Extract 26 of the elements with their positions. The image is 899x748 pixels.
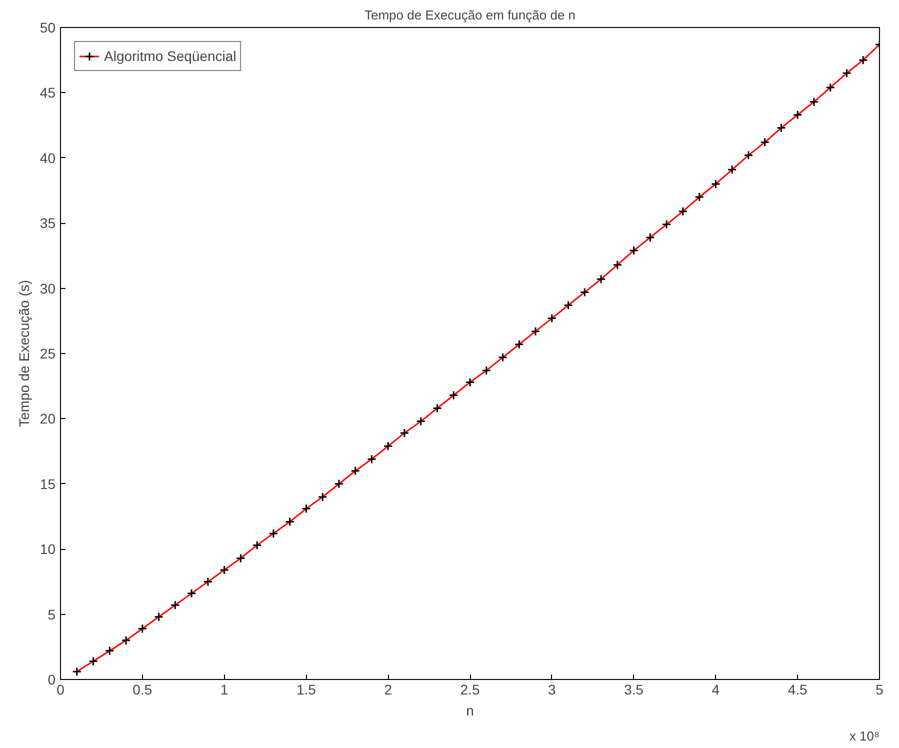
- y-tick-label: 10: [40, 541, 56, 558]
- x-tick-label: 2: [384, 682, 392, 698]
- x-tick-label: 4.5: [788, 682, 808, 698]
- x-tick-label: 2.5: [460, 682, 480, 698]
- y-tick-label: 30: [40, 280, 56, 296]
- y-tick-label: 45: [40, 84, 56, 101]
- legend-label: Algoritmo Seqüencial: [104, 48, 236, 64]
- chart-title: Tempo de Execução em função de n: [364, 8, 576, 22]
- x-axis-title: n: [466, 702, 474, 718]
- x-tick-label: 3.5: [624, 682, 644, 698]
- x-tick-label: 3: [548, 682, 556, 698]
- y-axis-title: Tempo de Execução (s): [16, 280, 32, 428]
- y-tick-label: 0: [48, 672, 56, 688]
- x-tick-label: 5: [876, 682, 884, 698]
- x-tick-label: 4: [712, 682, 720, 698]
- y-tick-label: 20: [40, 410, 56, 427]
- x-tick-label: 0.5: [132, 682, 152, 698]
- y-tick-label: 50: [40, 20, 56, 36]
- y-tick-label: 40: [40, 150, 56, 166]
- y-tick-label: 25: [40, 346, 56, 362]
- y-tick-label: 35: [40, 215, 56, 232]
- x-tick-label: 1.5: [296, 682, 316, 698]
- y-tick-label: 5: [48, 606, 56, 622]
- text: x 10⁸: [849, 728, 880, 744]
- y-tick-label: 15: [40, 476, 56, 492]
- x-tick-label: 1: [220, 682, 228, 698]
